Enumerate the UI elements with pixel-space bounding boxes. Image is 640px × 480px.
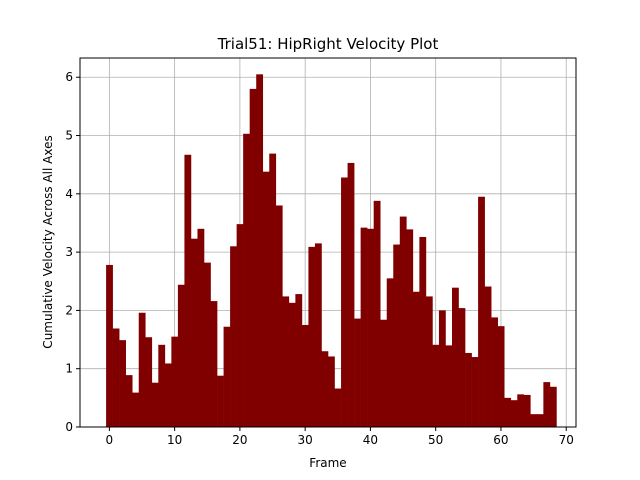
bar bbox=[164, 363, 172, 427]
bar bbox=[328, 356, 335, 427]
bar bbox=[386, 278, 394, 427]
bar bbox=[106, 264, 113, 427]
bar bbox=[282, 296, 290, 427]
bar bbox=[288, 302, 296, 427]
bar bbox=[249, 88, 257, 427]
bar bbox=[204, 262, 211, 427]
bar bbox=[314, 243, 322, 427]
bar bbox=[151, 382, 159, 427]
x-axis-label: Frame bbox=[309, 456, 346, 470]
x-tick-label: 60 bbox=[493, 433, 508, 447]
x-tick-label: 30 bbox=[298, 433, 313, 447]
bar bbox=[543, 382, 551, 427]
bar bbox=[471, 357, 479, 427]
bar bbox=[445, 345, 453, 427]
bar bbox=[478, 196, 485, 427]
bar bbox=[373, 200, 381, 427]
bar bbox=[145, 337, 153, 427]
bar bbox=[256, 74, 264, 428]
bar bbox=[399, 216, 407, 427]
y-axis-ticks: 0 1 2 3 4 5 6 bbox=[65, 70, 80, 434]
bar bbox=[138, 312, 146, 427]
y-tick-label: 1 bbox=[65, 362, 73, 376]
x-tick-label: 10 bbox=[167, 433, 182, 447]
bar bbox=[210, 301, 218, 427]
bar bbox=[458, 308, 466, 427]
bar bbox=[432, 344, 440, 427]
bar bbox=[308, 246, 316, 427]
bar bbox=[334, 388, 342, 427]
bar bbox=[223, 326, 231, 427]
x-tick-label: 0 bbox=[106, 433, 114, 447]
bar bbox=[425, 296, 433, 427]
bar bbox=[197, 228, 205, 427]
bar bbox=[158, 344, 166, 427]
bar bbox=[517, 394, 525, 427]
bar bbox=[125, 375, 133, 427]
y-tick-label: 5 bbox=[65, 129, 73, 143]
bar bbox=[262, 171, 270, 427]
y-tick-label: 0 bbox=[65, 420, 73, 434]
bar bbox=[491, 317, 498, 427]
y-tick-label: 2 bbox=[65, 303, 73, 317]
bar bbox=[243, 133, 250, 428]
bar bbox=[406, 229, 414, 427]
bar bbox=[341, 177, 348, 427]
y-tick-label: 6 bbox=[65, 70, 73, 84]
bar bbox=[452, 287, 459, 427]
bar bbox=[465, 352, 472, 427]
bar bbox=[230, 246, 237, 427]
bar bbox=[419, 236, 427, 427]
bar bbox=[177, 284, 185, 427]
bars bbox=[106, 74, 557, 428]
bar bbox=[217, 375, 224, 427]
x-axis-ticks: 0 10 20 30 40 50 60 70 bbox=[106, 427, 574, 447]
bar bbox=[504, 397, 512, 427]
bar bbox=[412, 291, 420, 427]
bar bbox=[236, 224, 244, 427]
chart-title: Trial51: HipRight Velocity Plot bbox=[217, 35, 439, 53]
bar bbox=[536, 414, 544, 427]
bar bbox=[497, 326, 505, 427]
bar bbox=[530, 414, 538, 427]
bar bbox=[380, 319, 388, 427]
bar bbox=[190, 238, 198, 427]
bar bbox=[301, 324, 309, 427]
bar bbox=[184, 154, 192, 428]
x-tick-label: 50 bbox=[428, 433, 443, 447]
y-tick-label: 4 bbox=[65, 187, 73, 201]
x-tick-label: 40 bbox=[363, 433, 378, 447]
bar bbox=[347, 162, 355, 428]
x-tick-label: 70 bbox=[559, 433, 574, 447]
bar bbox=[438, 310, 446, 427]
bar bbox=[112, 328, 120, 427]
bar bbox=[119, 340, 126, 427]
x-tick-label: 20 bbox=[232, 433, 247, 447]
bar bbox=[354, 318, 361, 427]
bar bbox=[132, 392, 140, 427]
bar bbox=[295, 294, 303, 427]
bar bbox=[171, 336, 179, 427]
bar bbox=[360, 227, 368, 427]
y-tick-label: 3 bbox=[65, 245, 73, 259]
bar bbox=[393, 244, 401, 427]
bar bbox=[549, 386, 557, 427]
bar bbox=[523, 394, 531, 427]
y-axis-label: Cumulative Velocity Across All Axes bbox=[41, 135, 55, 348]
bar bbox=[367, 228, 374, 427]
bar bbox=[269, 153, 277, 427]
bar bbox=[484, 286, 492, 427]
plot-frame bbox=[79, 57, 577, 428]
bar bbox=[321, 351, 329, 427]
bar bbox=[510, 400, 518, 427]
bar bbox=[275, 205, 283, 427]
